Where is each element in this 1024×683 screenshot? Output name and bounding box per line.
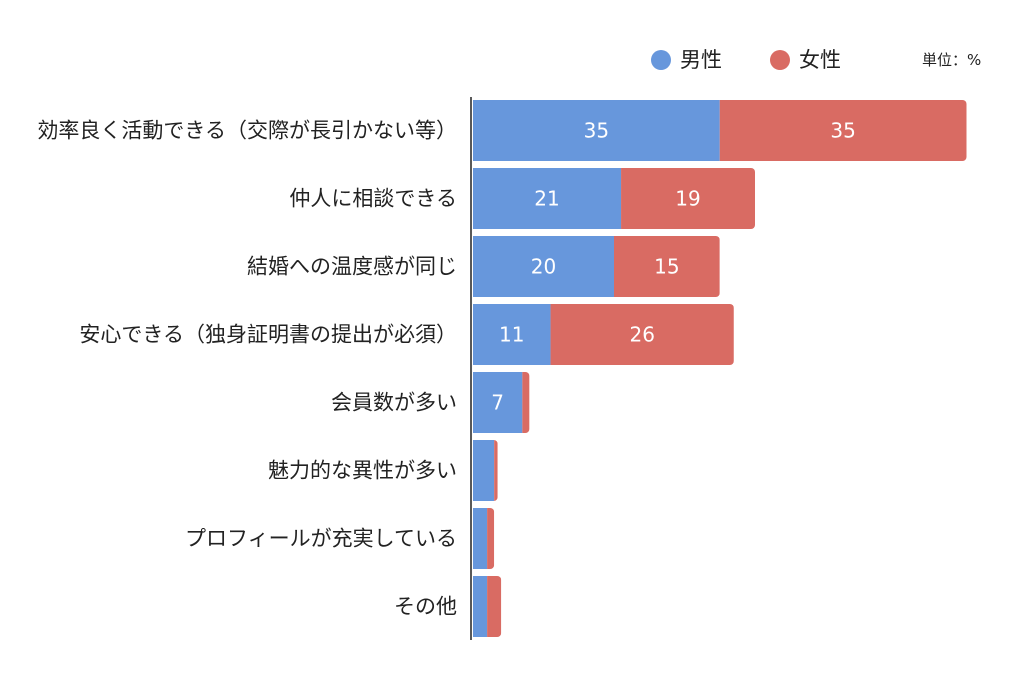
bar-male-row-5	[473, 372, 523, 433]
bar-stack-row-7	[473, 508, 495, 569]
value-label-male-row-3: 20	[531, 255, 556, 279]
value-label-male-row-5: 7	[491, 391, 504, 415]
value-label-female-row-3: 15	[654, 255, 679, 279]
legend-swatch-male	[651, 50, 671, 70]
value-label-female-row-2: 19	[675, 187, 700, 211]
value-label-female-row-1: 35	[830, 119, 855, 143]
bar-female-row-7	[487, 508, 495, 569]
category-label-row-1: 効率良く活動できる（交際が長引かない等）	[37, 119, 457, 143]
value-label-male-row-1: 35	[584, 119, 609, 143]
legend-swatch-female	[770, 50, 790, 70]
bar-male-row-3	[473, 236, 614, 297]
bar-male-row-1	[473, 100, 720, 161]
bar-female-row-3	[614, 236, 720, 297]
bar-stack-row-4	[473, 304, 734, 365]
category-label-row-6: 魅力的な異性が多い	[268, 459, 457, 483]
bar-female-row-6	[494, 440, 498, 501]
bar-female-row-1	[719, 100, 967, 161]
bar-female-row-8	[487, 576, 502, 637]
bar-male-row-2	[473, 168, 622, 229]
bar-stack-row-6	[473, 440, 498, 501]
bar-female-row-4	[550, 304, 734, 365]
category-labels-group: 効率良く活動できる（交際が長引かない等） 仲人に相談できる結婚への温度感が同じ安心…	[37, 119, 457, 619]
category-label-row-5: 会員数が多い	[331, 391, 457, 415]
bars-group: 35 35 21 19 20 15 11 26 7	[473, 100, 967, 637]
category-label-row-7: プロフィールが充実している	[185, 527, 457, 551]
bar-male-row-4	[473, 304, 551, 365]
bar-male-row-7	[473, 508, 488, 569]
legend-label-female: 女性	[799, 48, 841, 72]
bar-male-row-8	[473, 576, 488, 637]
legend-label-male: 男性	[680, 48, 722, 72]
value-label-male-row-2: 21	[534, 187, 559, 211]
bar-stack-row-1	[473, 100, 967, 161]
legend: 男性 女性 単位：%	[651, 48, 981, 72]
bar-stack-row-3	[473, 236, 720, 297]
bar-stack-row-5	[473, 372, 530, 433]
category-label-row-4: 安心できる（独身証明書の提出が必須）	[79, 323, 457, 347]
bar-male-row-6	[473, 440, 495, 501]
bar-stack-row-8	[473, 576, 502, 637]
category-label-row-3: 結婚への温度感が同じ	[247, 255, 457, 279]
bar-female-row-5	[522, 372, 530, 433]
unit-label: 単位：%	[922, 51, 981, 69]
value-label-female-row-4: 26	[629, 323, 654, 347]
category-label-row-8: その他	[394, 595, 457, 619]
value-label-male-row-4: 11	[499, 323, 524, 347]
bar-stack-row-2	[473, 168, 755, 229]
category-label-row-2: 仲人に相談できる	[289, 187, 457, 211]
bar-female-row-2	[621, 168, 755, 229]
